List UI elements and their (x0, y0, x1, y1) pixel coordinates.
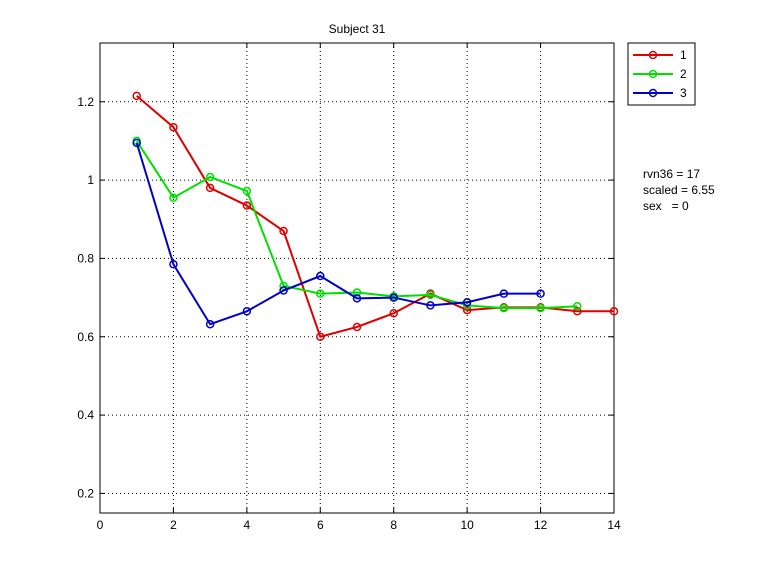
data-point (279, 281, 288, 291)
data-point (169, 122, 178, 132)
annotation-rvn36: rvn36 = 17 (643, 167, 700, 181)
data-point (205, 183, 215, 193)
data-point (536, 303, 545, 313)
annotation-sex: sex = 0 (643, 199, 689, 213)
data-point (389, 309, 398, 318)
legend-marker (648, 50, 658, 60)
data-point (132, 138, 141, 148)
series-line (135, 140, 578, 310)
y-tick-label: 0.2 (77, 486, 94, 500)
x-tick-label: 6 (317, 518, 324, 532)
data-point (316, 271, 325, 281)
data-point (242, 307, 252, 316)
x-tick-label: 4 (244, 518, 251, 532)
legend-item-2: 2 (633, 67, 687, 81)
grid-lines (100, 43, 614, 513)
x-tick-label: 0 (97, 518, 104, 532)
y-tick-label: 0.8 (77, 251, 94, 265)
legend: 1 2 3 (627, 42, 696, 106)
data-point (242, 186, 252, 196)
data-point (426, 290, 435, 300)
data-point (169, 260, 178, 269)
legend-label: 2 (680, 67, 687, 81)
y-tick-label: 1 (87, 173, 94, 187)
series-1 (132, 91, 619, 341)
annotation-scaled: scaled = 6.55 (643, 183, 715, 197)
data-point (352, 294, 362, 303)
data-point (426, 301, 435, 310)
data-point (499, 289, 509, 298)
data-point (573, 307, 582, 316)
data-point (462, 305, 472, 315)
series-line (135, 142, 541, 326)
axis-ticks: 0 2 4 6 8 10 12 14 0.2 0.4 0.6 0.8 1 1.2 (77, 43, 621, 532)
data-point (462, 298, 472, 307)
legend-item-1: 1 (633, 48, 687, 62)
axes-box (99, 42, 615, 514)
data-point (132, 91, 141, 101)
legend-item-3: 3 (633, 86, 687, 100)
data-point (242, 201, 252, 210)
series-line (136, 95, 614, 338)
data-point (205, 319, 215, 329)
legend-marker (648, 88, 658, 98)
data-point (279, 286, 288, 295)
data-point (352, 322, 362, 332)
data-point (389, 293, 398, 302)
x-tick-label: 10 (460, 518, 474, 532)
data-point (316, 332, 325, 341)
annotations: rvn36 = 17 scaled = 6.55 sex = 0 (643, 167, 715, 213)
data-point (205, 172, 215, 182)
x-tick-label: 12 (534, 518, 548, 532)
data-point (169, 193, 178, 202)
chart-title: Subject 31 (329, 22, 386, 36)
series-3 (132, 138, 545, 329)
legend-label: 3 (680, 86, 687, 100)
series-2 (132, 136, 582, 313)
data-point (279, 226, 288, 236)
data-point (573, 301, 582, 311)
legend-label: 1 (680, 48, 687, 62)
data-point (352, 288, 362, 297)
x-tick-label: 14 (607, 518, 621, 532)
series-group (132, 91, 619, 341)
x-tick-label: 2 (170, 518, 177, 532)
data-point (499, 303, 509, 313)
y-tick-label: 0.4 (77, 408, 94, 422)
data-point (609, 307, 619, 316)
legend-marker (648, 69, 658, 79)
data-point (316, 289, 325, 298)
data-point (536, 289, 545, 298)
y-tick-label: 1.2 (77, 95, 94, 109)
y-tick-label: 0.6 (77, 330, 94, 344)
x-tick-label: 8 (390, 518, 397, 532)
